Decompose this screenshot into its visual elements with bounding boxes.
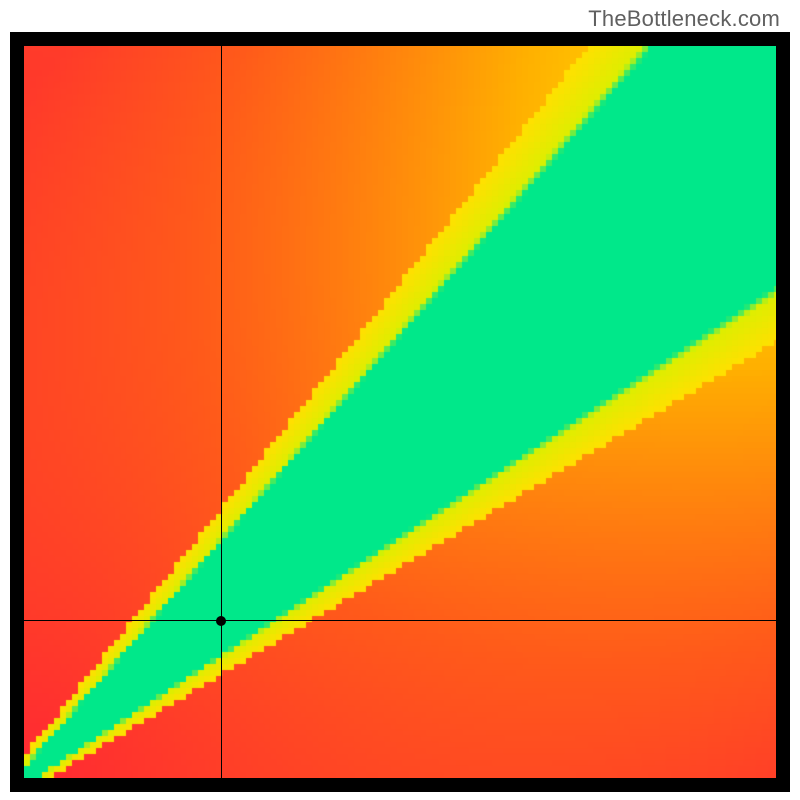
heatmap-canvas-wrap <box>24 46 776 778</box>
crosshair-marker <box>216 616 226 626</box>
watermark-text: TheBottleneck.com <box>588 6 780 32</box>
chart-container: TheBottleneck.com <box>0 0 800 800</box>
crosshair-horizontal <box>24 620 776 621</box>
crosshair-vertical <box>221 46 222 778</box>
heatmap-canvas <box>24 46 776 778</box>
